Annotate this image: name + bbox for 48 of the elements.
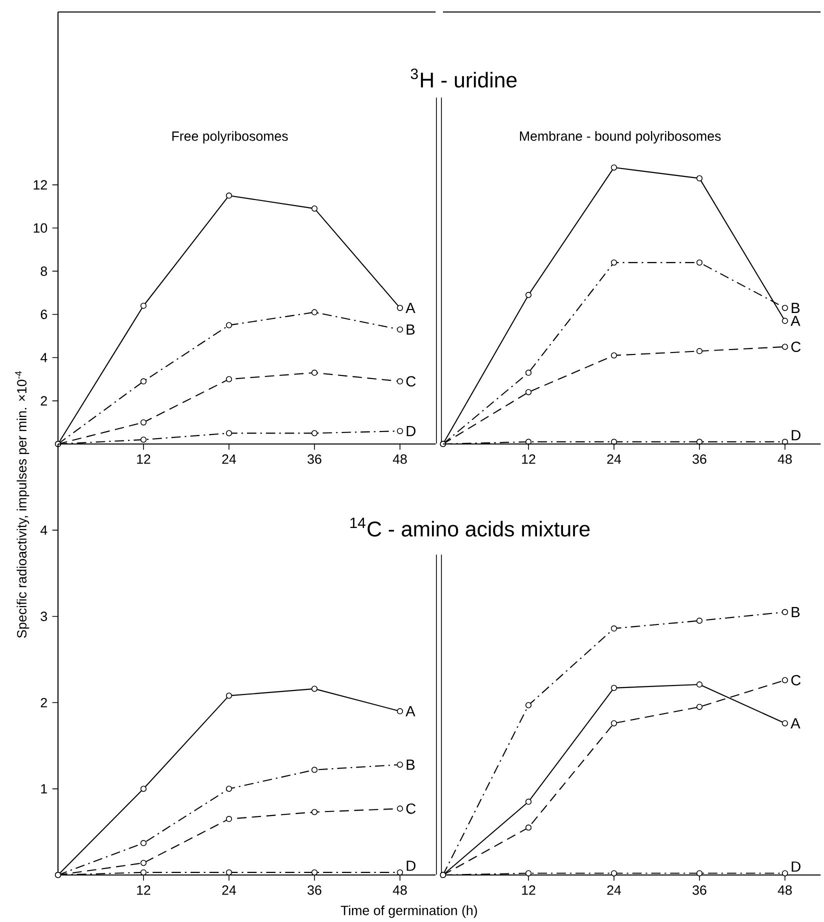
series-label: C xyxy=(406,376,416,387)
y-tick-label: 8 xyxy=(40,266,48,276)
text: Membrane - bound polyribosomes xyxy=(520,131,721,144)
x-tick-label: 24 xyxy=(222,454,236,464)
series-label: C xyxy=(406,803,416,814)
x-tick-label: 48 xyxy=(778,885,792,895)
series-label: B xyxy=(406,760,415,770)
y-tick-label: 4 xyxy=(40,353,48,362)
x-tick-label: 48 xyxy=(778,454,792,464)
y-axis-title: Specific radioactivity, impulses per min. ×10$^{-4}$ xyxy=(15,371,30,638)
x-tick-label: 36 xyxy=(692,454,706,464)
x-tick-label: 36 xyxy=(692,885,706,895)
series-label: C xyxy=(791,675,801,686)
x-tick-label: 48 xyxy=(392,454,407,464)
text: $^{3}$H - uridine xyxy=(410,68,517,88)
y-tick-label: 4 xyxy=(40,526,48,535)
x-tick-label: 12 xyxy=(137,885,150,895)
y-tick-label: 3 xyxy=(40,612,48,622)
x-tick-label: 12 xyxy=(137,454,150,464)
x-tick-label: 24 xyxy=(607,885,622,895)
series-label: D xyxy=(792,430,800,440)
series-label: D xyxy=(406,860,416,871)
x-tick-label: 12 xyxy=(522,885,536,895)
x-tick-label: 24 xyxy=(222,885,236,895)
x-axis-title: Time of germination (h) xyxy=(340,905,477,918)
y-tick-label: 10 xyxy=(34,223,48,233)
series-label: D xyxy=(406,426,416,436)
x-tick-label: 36 xyxy=(308,454,322,464)
x-tick-label: 24 xyxy=(607,454,622,464)
x-tick-label: 48 xyxy=(392,885,407,895)
y-tick-label: 12 xyxy=(34,180,47,190)
x-tick-label: 36 xyxy=(308,885,322,895)
y-tick-label: 2 xyxy=(40,698,47,708)
series-label: A xyxy=(790,316,800,326)
series-label: B xyxy=(406,324,415,335)
y-tick-label: 6 xyxy=(40,310,48,320)
series-label: B xyxy=(792,607,800,618)
y-tick-label: 2 xyxy=(40,396,47,406)
series-label: B xyxy=(792,302,800,313)
series-label: D xyxy=(792,862,800,872)
y-tick-label: 1 xyxy=(41,784,47,794)
x-tick-label: 12 xyxy=(522,454,536,464)
text: $^{14}$C - amino acids mixture xyxy=(350,518,590,537)
series-label: A xyxy=(406,706,416,716)
series-label: A xyxy=(406,302,416,313)
text: Free polyribosomes xyxy=(172,131,288,144)
series-label: A xyxy=(790,718,800,728)
series-label: C xyxy=(791,342,801,352)
